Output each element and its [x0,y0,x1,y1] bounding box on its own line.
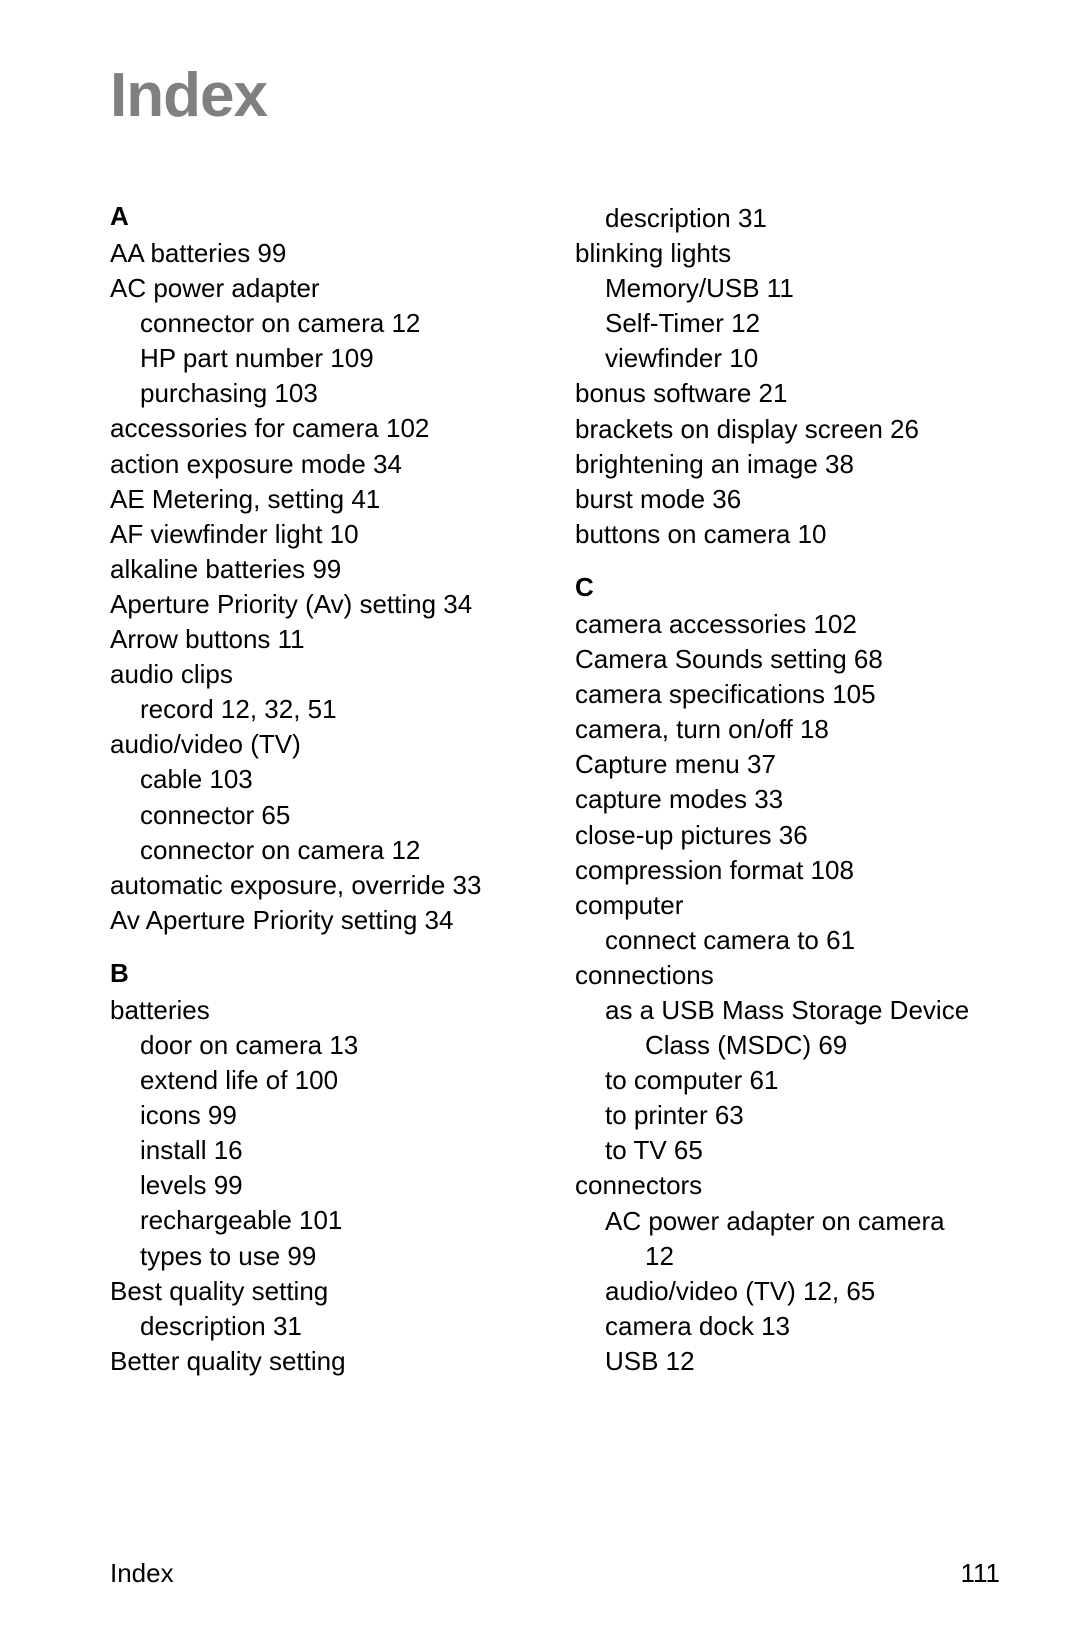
index-sub-entry: Self-Timer 12 [575,306,1000,341]
index-entry: burst mode 36 [575,482,1000,517]
index-entry: Better quality setting [110,1344,535,1379]
index-sub-entry: cable 103 [110,762,535,797]
page-number: 111 [960,1558,1000,1589]
index-sub-entry: icons 99 [110,1098,535,1133]
index-sub-entry: connector on camera 12 [110,833,535,868]
index-entry: compression format 108 [575,853,1000,888]
index-sub-entry: description 31 [110,1309,535,1344]
index-entry: capture modes 33 [575,782,1000,817]
section-letter: B [110,958,535,989]
index-entry: connections [575,958,1000,993]
index-entry: AE Metering, setting 41 [110,482,535,517]
index-sub-entry: USB 12 [575,1344,1000,1379]
index-entry: AC power adapter [110,271,535,306]
index-sub-entry: install 16 [110,1133,535,1168]
index-entry: buttons on camera 10 [575,517,1000,552]
index-entry: Camera Sounds setting 68 [575,642,1000,677]
index-entry: close-up pictures 36 [575,818,1000,853]
index-sub-entry: extend life of 100 [110,1063,535,1098]
index-sub-entry: to TV 65 [575,1133,1000,1168]
index-entry: batteries [110,993,535,1028]
index-sub-entry: to computer 61 [575,1063,1000,1098]
index-entry: AF viewfinder light 10 [110,517,535,552]
index-entry: Arrow buttons 11 [110,622,535,657]
index-sub-entry: types to use 99 [110,1239,535,1274]
index-entry: brackets on display screen 26 [575,412,1000,447]
right-column: description 31blinking lightsMemory/USB … [575,201,1000,1379]
index-sub-entry: purchasing 103 [110,376,535,411]
footer-label: Index [110,1558,174,1589]
index-entry: Capture menu 37 [575,747,1000,782]
index-sub-entry: viewfinder 10 [575,341,1000,376]
index-entry: audio/video (TV) [110,727,535,762]
section-letter: A [110,201,535,232]
page-title: Index [110,60,1000,131]
index-entry: accessories for camera 102 [110,411,535,446]
section-letter: C [575,572,1000,603]
index-entry: Aperture Priority (Av) setting 34 [110,587,535,622]
index-sub-sub-entry: 12 [575,1239,1000,1274]
index-sub-entry: HP part number 109 [110,341,535,376]
index-entry: Best quality setting [110,1274,535,1309]
index-entry: camera specifications 105 [575,677,1000,712]
index-entry: bonus software 21 [575,376,1000,411]
index-entry: blinking lights [575,236,1000,271]
index-sub-entry: to printer 63 [575,1098,1000,1133]
page-footer: Index 111 [110,1558,1000,1589]
index-entry: audio clips [110,657,535,692]
index-sub-entry: audio/video (TV) 12, 65 [575,1274,1000,1309]
index-entry: Av Aperture Priority setting 34 [110,903,535,938]
index-sub-entry: Memory/USB 11 [575,271,1000,306]
index-sub-entry: description 31 [575,201,1000,236]
left-column: AAA batteries 99AC power adapterconnecto… [110,201,535,1379]
index-entry: AA batteries 99 [110,236,535,271]
index-sub-sub-entry: Class (MSDC) 69 [575,1028,1000,1063]
index-sub-entry: connector 65 [110,798,535,833]
index-entry: action exposure mode 34 [110,447,535,482]
index-sub-entry: record 12, 32, 51 [110,692,535,727]
index-sub-entry: AC power adapter on camera [575,1204,1000,1239]
index-sub-entry: door on camera 13 [110,1028,535,1063]
index-entry: camera accessories 102 [575,607,1000,642]
index-sub-entry: connect camera to 61 [575,923,1000,958]
index-sub-entry: camera dock 13 [575,1309,1000,1344]
index-sub-entry: rechargeable 101 [110,1203,535,1238]
index-entry: alkaline batteries 99 [110,552,535,587]
index-sub-entry: connector on camera 12 [110,306,535,341]
index-sub-entry: levels 99 [110,1168,535,1203]
index-entry: camera, turn on/off 18 [575,712,1000,747]
index-columns: AAA batteries 99AC power adapterconnecto… [110,201,1000,1379]
index-entry: computer [575,888,1000,923]
index-entry: connectors [575,1168,1000,1203]
index-entry: brightening an image 38 [575,447,1000,482]
index-sub-entry: as a USB Mass Storage Device [575,993,1000,1028]
index-entry: automatic exposure, override 33 [110,868,535,903]
